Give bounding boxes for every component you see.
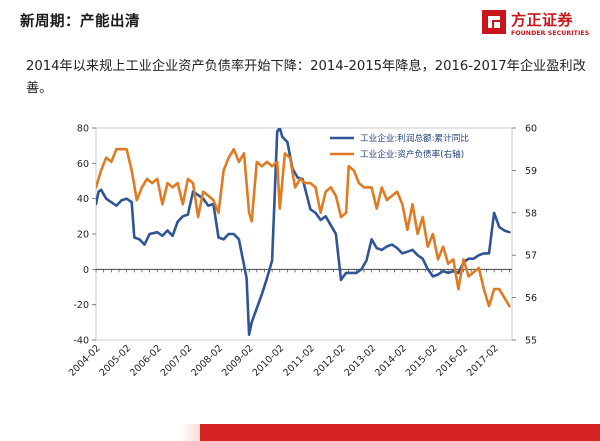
right-axis-tick-label: 59 — [525, 166, 537, 177]
brand-name-en: FOUNDER SECURITIES — [511, 30, 590, 37]
right-axis-tick-label: 58 — [525, 208, 537, 219]
x-axis-tick-label: 2007-02 — [159, 343, 195, 379]
x-axis-tick-label: 2008-02 — [189, 343, 225, 379]
x-axis-tick-label: 2012-02 — [312, 343, 348, 379]
left-axis-tick-label: -40 — [73, 336, 89, 347]
left-axis-tick-label: 80 — [77, 124, 89, 135]
brand-logo: 方正证券 FOUNDER SECURITIES — [481, 8, 593, 48]
right-axis-tick-label: 60 — [525, 124, 537, 135]
x-axis-tick-label: 2014-02 — [373, 343, 409, 379]
x-axis-tick-label: 2011-02 — [281, 343, 317, 379]
x-axis-tick-label: 2004-02 — [67, 343, 103, 379]
right-axis-tick-label: 55 — [525, 336, 537, 347]
x-axis-tick-label: 2006-02 — [128, 343, 164, 379]
page-title: 新周期：产能出清 — [20, 14, 140, 30]
chart-description: 2014年以来规上工业企业资产负债率开始下降：2014-2015年降息，2016… — [26, 59, 586, 96]
right-axis-tick-label: 56 — [525, 293, 537, 304]
x-axis-tick-label: 2005-02 — [97, 343, 133, 379]
footer-bar — [200, 424, 600, 441]
brand-name: 方正证券 — [511, 11, 574, 29]
x-axis-tick-label: 2016-02 — [434, 343, 470, 379]
series-line-2 — [96, 147, 511, 308]
x-axis-tick-label: 2017-02 — [465, 343, 501, 379]
right-axis-tick-label: 57 — [525, 251, 537, 262]
left-axis-tick-label: -20 — [73, 300, 89, 311]
legend-label-1: 工业企业:利润总额:累计同比 — [360, 132, 469, 144]
x-axis-tick-label: 2015-02 — [404, 343, 440, 379]
x-axis-tick-label: 2010-02 — [251, 343, 287, 379]
series-line-1 — [96, 128, 511, 336]
x-axis-tick-label: 2009-02 — [220, 343, 256, 379]
left-axis-tick-label: 60 — [77, 159, 89, 170]
founder-logo-icon — [482, 10, 506, 34]
left-axis-tick-label: 20 — [77, 230, 89, 241]
left-axis-tick-label: 0 — [83, 265, 89, 276]
left-axis-tick-label: 40 — [77, 194, 89, 205]
x-axis-tick-label: 2013-02 — [342, 343, 378, 379]
legend-label-2: 工业企业:资产负债率(右轴) — [360, 148, 464, 160]
